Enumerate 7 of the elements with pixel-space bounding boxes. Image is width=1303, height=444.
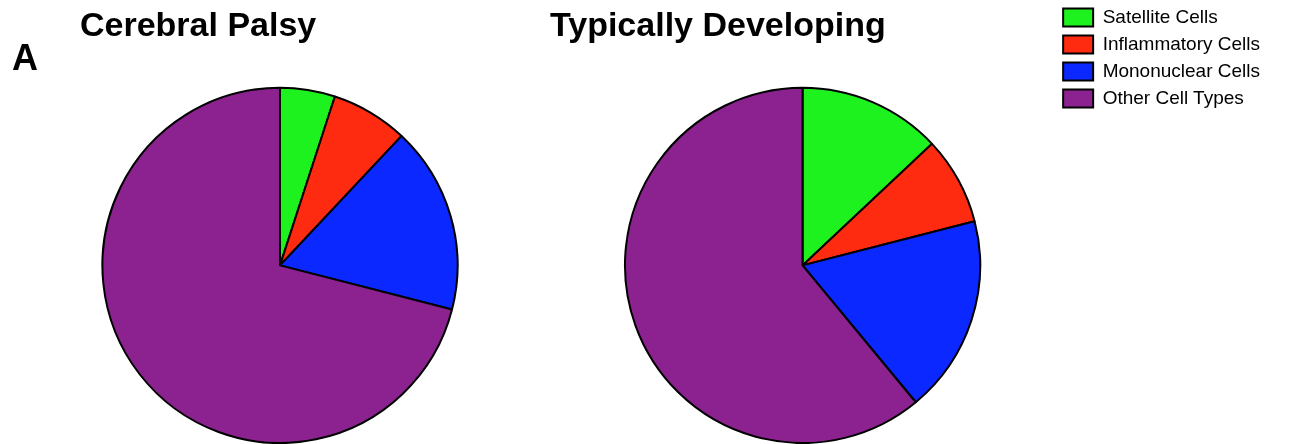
legend-label: Mononuclear Cells: [1102, 59, 1261, 81]
chart-title: Cerebral Palsy: [80, 4, 317, 43]
legend-label: Other Cell Types: [1102, 86, 1244, 108]
text: A: [12, 36, 38, 78]
chart-title: Typically Developing: [550, 4, 886, 43]
legend-label: Satellite Cells: [1102, 5, 1218, 27]
legend-label: Inflammatory Cells: [1102, 32, 1260, 54]
